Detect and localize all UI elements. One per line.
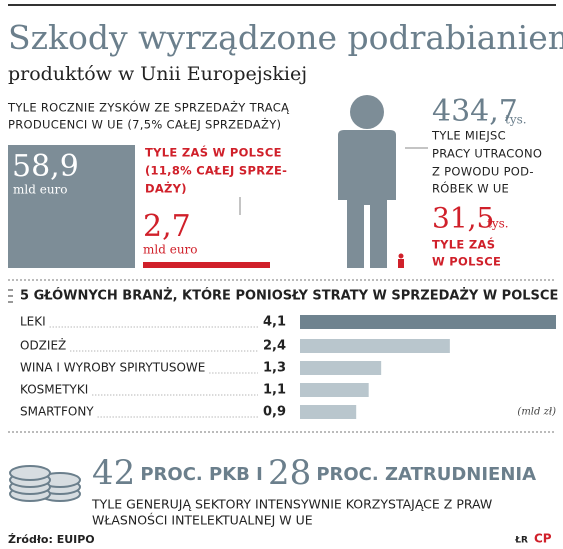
- value-label: 1,3: [263, 361, 286, 376]
- footer-headline: 42 PROC. PKB I 28 PROC. ZATRUDNIENIA: [92, 453, 536, 493]
- hatch: [8, 289, 13, 303]
- bar: [300, 315, 556, 329]
- gdp-value: 42: [92, 453, 135, 493]
- coins-icon: [9, 465, 81, 502]
- eu-value: 58,9: [12, 149, 79, 184]
- small-person-icon: [398, 253, 404, 268]
- category-label: LEKI: [20, 315, 46, 329]
- jobs-pl-unit: tys.: [487, 217, 509, 231]
- employment-value: 28: [268, 453, 311, 493]
- intro: PRODUCENCI W UE (7,5% CAŁEJ SPRZEDAŻY): [8, 117, 281, 132]
- category-label: ODZIEŻ: [20, 338, 66, 353]
- category-label: WINA I WYROBY SPIRYTUSOWE: [20, 361, 205, 375]
- footer-note: TYLE GENERUJĄ SEKTORY INTENSYWNIE KORZYS…: [91, 497, 492, 512]
- jobs-note: Z POWODU POD-: [432, 165, 534, 179]
- bar-chart: LEKI 4,1 ODZIEŻ 2,4 WINA I WYROBY SPIRYTUSOW…: [20, 315, 556, 420]
- jobs-unit: tys.: [505, 113, 527, 127]
- chart-title: 5 GŁÓWNYCH BRANŻ, KTÓRE PONIOSŁY STRATY …: [20, 288, 558, 304]
- jobs-note: RÓBEK W UE: [432, 181, 509, 196]
- bar: [300, 405, 357, 419]
- jobs-note: TYLE MIEJSC: [431, 129, 506, 143]
- bar: [300, 361, 382, 375]
- poland-note: DAŻY): [145, 181, 187, 196]
- poland-note: TYLE ZAŚ W POLSCE: [145, 145, 282, 160]
- value-label: 1,1: [263, 383, 286, 398]
- logo: CP: [534, 532, 552, 546]
- jobs-pl-note: W POLSCE: [432, 255, 501, 269]
- eu-unit: mld euro: [13, 183, 68, 197]
- gdp-label: PROC. PKB I: [140, 464, 263, 485]
- employment-label: PROC. ZATRUDNIENIA: [316, 464, 536, 485]
- value-label: 0,9: [263, 405, 286, 420]
- poland-value: 2,7: [143, 209, 191, 244]
- jobs-value: 434,7: [432, 94, 518, 129]
- jobs-pl-value: 31,5: [432, 202, 494, 235]
- value-label: 4,1: [263, 315, 286, 330]
- bar: [300, 383, 369, 397]
- person-icon: [338, 95, 396, 268]
- footer-note: WŁASNOŚCI INTELEKTUALNEJ W UE: [92, 513, 313, 528]
- eu-block: [8, 145, 135, 268]
- title: Szkody wyrządzone podrabianiem: [8, 18, 563, 57]
- poland-unit: mld euro: [143, 243, 198, 257]
- jobs-pl-note: TYLE ZAŚ: [432, 237, 495, 252]
- intro: TYLE ROCZNIE ZYSKÓW ZE SPRZEDAŻY TRACĄ: [7, 100, 290, 115]
- author: ŁR: [514, 536, 528, 546]
- bar: [300, 339, 450, 353]
- category-label: SMARTFONY: [20, 405, 94, 419]
- subtitle: produktów w Unii Europejskiej: [8, 63, 307, 85]
- source: Źródło: EUIPO: [8, 533, 95, 546]
- value-label: 2,4: [263, 339, 286, 354]
- category-label: KOSMETYKI: [20, 383, 88, 397]
- poland-bar: [143, 262, 270, 268]
- unit-label: (mld zł): [517, 407, 556, 418]
- poland-note: (11,8% CAŁEJ SPRZE-: [145, 164, 287, 178]
- jobs-note: PRACY UTRACONO: [432, 147, 542, 161]
